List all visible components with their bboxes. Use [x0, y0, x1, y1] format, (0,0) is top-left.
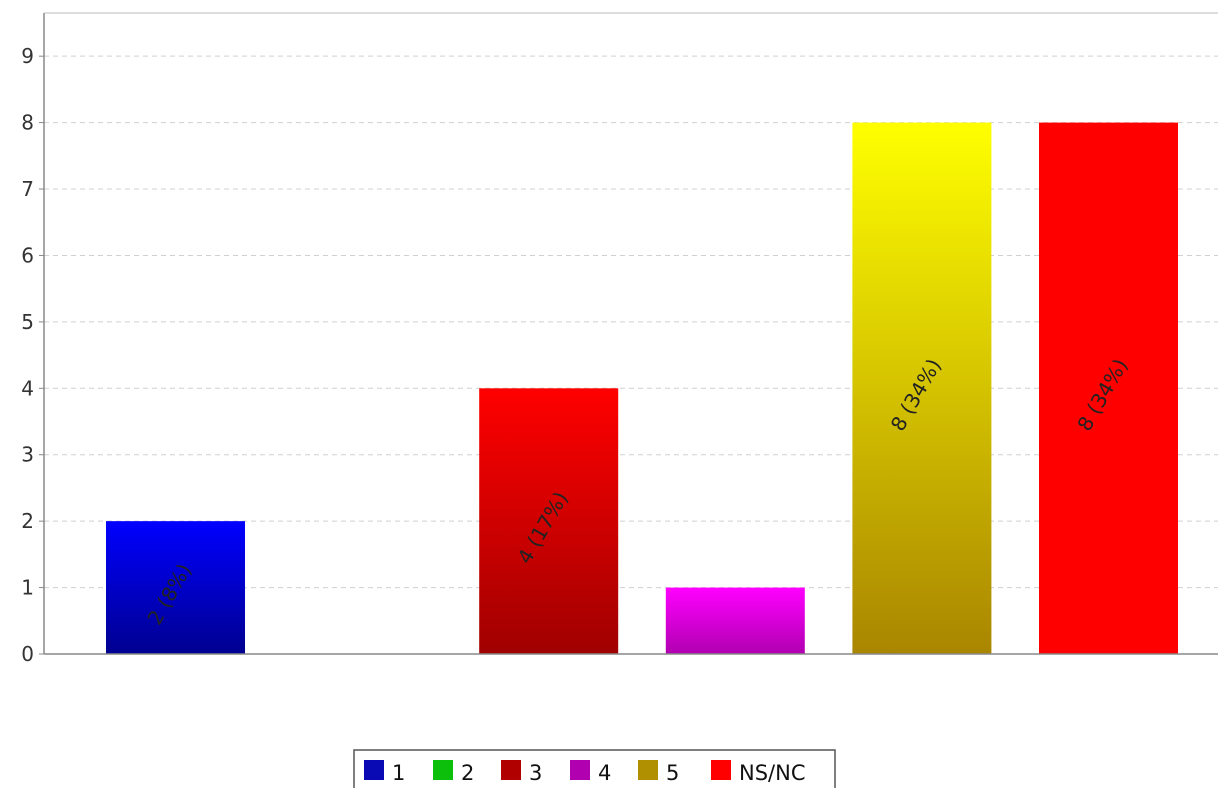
bar-NS/NC: [1039, 122, 1178, 655]
y-tick-label-6: 6: [21, 243, 34, 267]
y-tick-label-2: 2: [21, 509, 34, 533]
bars: 2 (8%)4 (17%)8 (34%) 8 (34%): [106, 122, 1178, 655]
bar-5: [852, 122, 992, 655]
grid-lines: [44, 55, 1218, 589]
legend-label-1: 1: [392, 761, 405, 785]
y-tick-label-5: 5: [21, 310, 34, 334]
legend-swatch-1: [364, 760, 384, 780]
legend-label-2: 2: [461, 761, 474, 785]
y-tick-label-1: 1: [21, 576, 34, 600]
legend-swatch-3: [501, 760, 521, 780]
y-tick-label-9: 9: [21, 44, 34, 68]
y-tick-label-3: 3: [21, 443, 34, 467]
legend-label-3: 3: [529, 761, 542, 785]
y-tick-label-4: 4: [21, 376, 34, 400]
bar-4: [665, 587, 805, 654]
legend: 1 2 3 4 5 NS/NC: [353, 749, 836, 788]
legend-label-4: 4: [598, 761, 611, 785]
y-tick-label-7: 7: [21, 177, 34, 201]
legend-label-5: 5: [666, 761, 679, 785]
legend-swatch-NS/NC: [711, 760, 731, 780]
legend-swatch-2: [433, 760, 453, 780]
y-tick-label-8: 8: [21, 111, 34, 135]
axes: 0 1 2 3 4 5 6 7 8 9: [21, 12, 1218, 666]
legend-label-NS/NC: NS/NC: [739, 761, 806, 785]
y-tick-label-0: 0: [21, 642, 34, 666]
bar-1: [106, 521, 245, 654]
legend-swatch-5: [638, 760, 658, 780]
bar-3: [479, 388, 619, 654]
legend-swatch-4: [570, 760, 590, 780]
